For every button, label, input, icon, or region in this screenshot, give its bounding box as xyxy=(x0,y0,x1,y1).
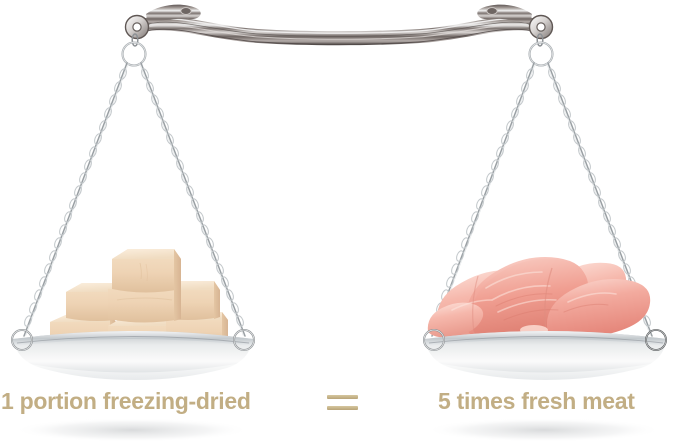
fresh-meat-fillets xyxy=(427,257,651,343)
left-hanger xyxy=(23,33,246,337)
equals-icon: = xyxy=(327,395,358,412)
right-caption: 5 times fresh meat xyxy=(438,388,635,414)
equals-bar-bottom xyxy=(327,406,358,410)
left-pan-group xyxy=(11,249,255,442)
balance-beam xyxy=(124,4,554,46)
equals-bar-top xyxy=(327,395,358,399)
left-caption: 1 portion freezing-dried xyxy=(1,388,251,414)
right-pan-group xyxy=(423,257,667,442)
